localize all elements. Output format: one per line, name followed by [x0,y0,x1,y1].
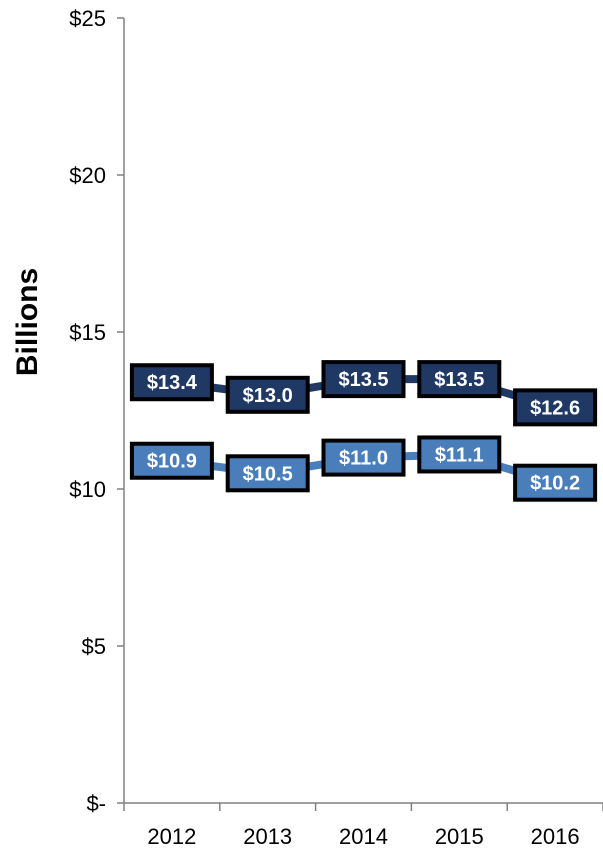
data-label: $11.0 [339,448,388,470]
data-label: $10.9 [147,451,197,473]
data-point [513,463,598,502]
y-tick-label: $25 [69,6,106,31]
data-point [129,363,214,402]
data-label: $13.5 [338,369,388,391]
data-label: $10.5 [243,463,293,485]
x-tick-label: 2016 [531,824,580,849]
data-point [417,360,502,399]
y-axis-label: Billions [11,268,44,376]
data-label: $13.4 [147,372,198,394]
data-label: $13.0 [243,385,293,407]
data-label: $11.1 [435,444,484,466]
data-label: $12.6 [530,397,580,419]
y-axis-ticks: $- $5 $10 $15 $20 $25 [69,6,124,816]
series-2: $10.9 $10.5 $11.0 $11.1 $10.2 [129,435,598,502]
data-point [129,441,214,480]
data-point [417,435,502,474]
data-point [321,438,406,477]
y-tick-label: $- [86,791,106,816]
x-tick-label: 2012 [147,824,196,849]
data-label: $13.5 [434,369,484,391]
data-point [321,360,406,399]
y-tick-label: $10 [69,477,106,502]
data-point [513,388,598,427]
axes [123,18,603,804]
y-tick-label: $5 [82,634,106,659]
x-tick-label: 2014 [339,824,388,849]
x-axis-ticks: 2012 2013 2014 2015 2016 [123,803,603,849]
x-tick-label: 2013 [243,824,292,849]
series-layer: $13.4 $13.0 $13.5 $13.5 $12.6 $10.9 $10.5 $11.0… [129,360,598,502]
x-tick-label: 2015 [435,824,484,849]
series-1: $13.4 $13.0 $13.5 $13.5 $12.6 [129,360,598,427]
y-tick-label: $15 [69,320,106,345]
y-tick-label: $20 [69,163,106,188]
data-label: $10.2 [530,473,580,495]
data-point [225,375,310,414]
data-point [225,454,310,493]
